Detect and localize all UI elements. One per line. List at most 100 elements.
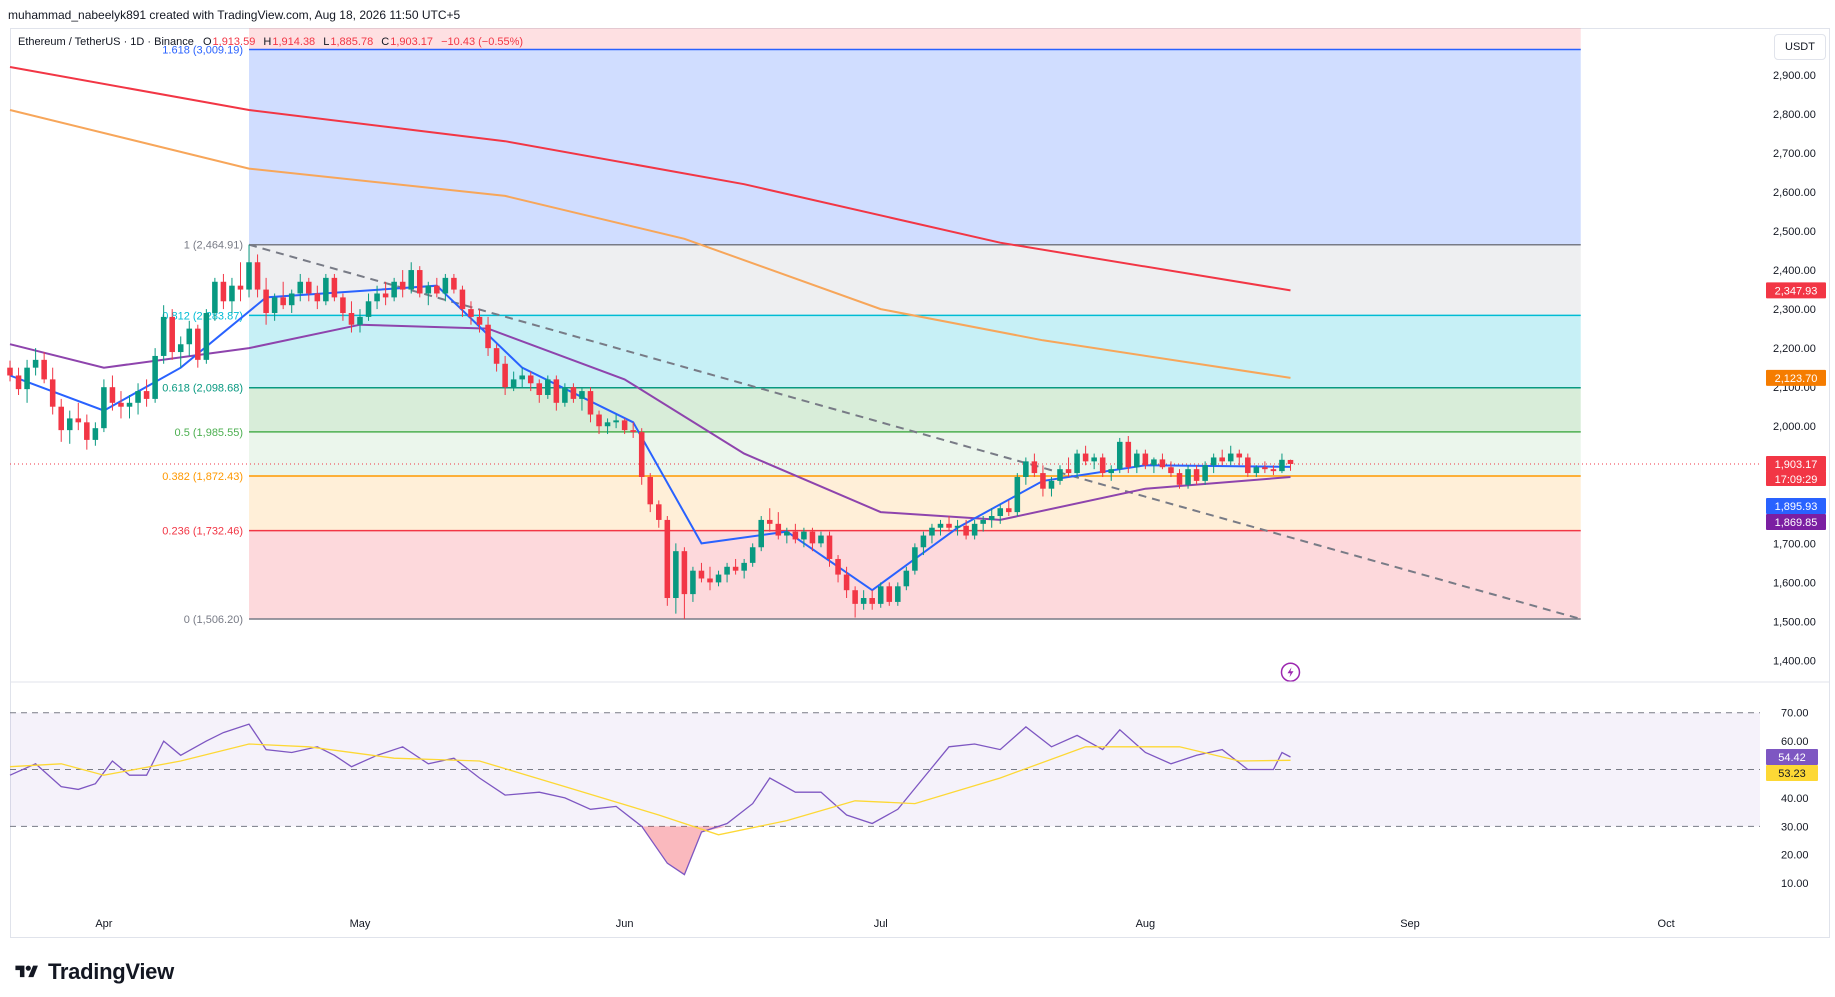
candle-body xyxy=(41,359,47,380)
currency-button[interactable]: USDT xyxy=(1774,34,1826,60)
price-axis-tick: 1,500.00 xyxy=(1773,616,1816,628)
candle-body xyxy=(237,285,244,290)
price-scale-label: 2,347.93 xyxy=(1775,285,1818,297)
candle-body xyxy=(84,422,90,440)
close-value: 1,903.17 xyxy=(390,36,434,48)
candle-body xyxy=(220,281,227,302)
time-axis-tick: May xyxy=(350,918,371,930)
candle-body xyxy=(314,293,321,302)
low-value: 1,885.78 xyxy=(330,36,374,48)
candle-body xyxy=(1023,461,1029,477)
candle-body xyxy=(1236,453,1243,458)
candle-body xyxy=(1031,461,1038,474)
time-axis-tick: Oct xyxy=(1658,918,1675,930)
candle-body xyxy=(621,420,628,431)
candle-body xyxy=(809,531,816,544)
candle-body xyxy=(766,519,773,524)
candle-body xyxy=(1219,457,1225,462)
candle-body xyxy=(920,535,927,548)
candle-body xyxy=(1065,469,1072,474)
candle-body xyxy=(1279,459,1285,472)
candle-body xyxy=(946,523,952,528)
candle-body xyxy=(937,523,944,528)
candle-body xyxy=(1245,457,1251,474)
candle-body xyxy=(1159,459,1166,468)
symbol-name[interactable]: Ethereum / TetherUS · 1D · Binance xyxy=(18,36,194,48)
open-label: O xyxy=(202,36,212,48)
candle-body xyxy=(562,387,568,403)
candle-body xyxy=(749,547,756,563)
candle-body xyxy=(66,418,73,431)
candle-body xyxy=(254,262,261,290)
tradingview-brand[interactable]: TradingView xyxy=(12,959,174,985)
candle-body xyxy=(1099,457,1106,474)
fib-zone-0-382 xyxy=(249,476,1581,531)
fib-label-0-618: 0.618 (2,098.68) xyxy=(162,383,243,395)
candle-body xyxy=(954,525,961,528)
candle-body xyxy=(459,289,466,310)
candle-body xyxy=(604,422,611,427)
candle-body xyxy=(869,598,875,604)
candle-body xyxy=(246,262,252,290)
candle-body xyxy=(801,531,807,540)
fib-zone-top xyxy=(249,28,1581,50)
candle-body xyxy=(1210,457,1217,466)
candle-body xyxy=(1185,469,1191,485)
candle-body xyxy=(1142,453,1149,466)
price-scale-label: 1,869.85 xyxy=(1775,517,1818,529)
candle-body xyxy=(1082,453,1089,462)
price-scale-label-bg xyxy=(1766,369,1826,386)
candle-body xyxy=(24,367,30,390)
candle-body xyxy=(1253,467,1260,474)
candle-body xyxy=(647,476,654,505)
candle-body xyxy=(741,562,747,571)
candle-body xyxy=(323,277,329,302)
candle-body xyxy=(698,570,705,579)
candle-body xyxy=(912,547,918,571)
candle-body xyxy=(707,578,713,583)
candle-body xyxy=(852,590,858,604)
candle-body xyxy=(203,313,210,360)
high-value: 1,914.38 xyxy=(272,36,316,48)
candle-body xyxy=(877,586,884,604)
rsi-oversold-fill xyxy=(616,826,728,875)
candle-body xyxy=(758,519,764,548)
open-value: 1,913.59 xyxy=(212,36,256,48)
candle-body xyxy=(1091,457,1097,462)
candle-body xyxy=(1176,473,1183,485)
time-axis-tick: Sep xyxy=(1400,918,1420,930)
candle-body xyxy=(485,324,491,349)
price-axis-tick: 1,600.00 xyxy=(1773,577,1816,589)
candle-body xyxy=(1151,459,1157,466)
candle-body xyxy=(886,586,893,602)
rsi-scale-label-bg xyxy=(1766,748,1818,765)
candle-body xyxy=(442,277,449,294)
candle-body xyxy=(1006,508,1012,513)
candle-body xyxy=(502,363,508,388)
symbol-legend: Ethereum / TetherUS · 1D · Binance O1,91… xyxy=(18,36,528,48)
candle-body xyxy=(306,281,312,294)
candle-body xyxy=(15,375,22,390)
candle-body xyxy=(673,551,679,599)
candle-body xyxy=(357,316,363,325)
fib-zone-0-812 xyxy=(249,315,1581,388)
low-label: L xyxy=(323,36,330,48)
candle-body xyxy=(1116,441,1123,470)
price-scale-label: 17:09:29 xyxy=(1775,474,1818,486)
candle-body xyxy=(613,420,619,423)
candle-body xyxy=(58,406,64,431)
price-axis-tick: 2,000.00 xyxy=(1773,421,1816,433)
candle-body xyxy=(1287,459,1294,465)
candle-body xyxy=(664,519,671,599)
ma-line-ma-100 xyxy=(9,109,1291,379)
candle-body xyxy=(1168,467,1174,474)
price-scale-label: 1,903.17 xyxy=(1775,459,1818,471)
fib-zone-1-618 xyxy=(249,49,1581,245)
time-axis-tick: Apr xyxy=(95,918,112,930)
candle-body xyxy=(630,430,636,433)
candle-body xyxy=(365,301,372,317)
time-axis-tick: Jun xyxy=(616,918,634,930)
candle-body xyxy=(775,523,782,536)
candle-body xyxy=(690,570,696,595)
